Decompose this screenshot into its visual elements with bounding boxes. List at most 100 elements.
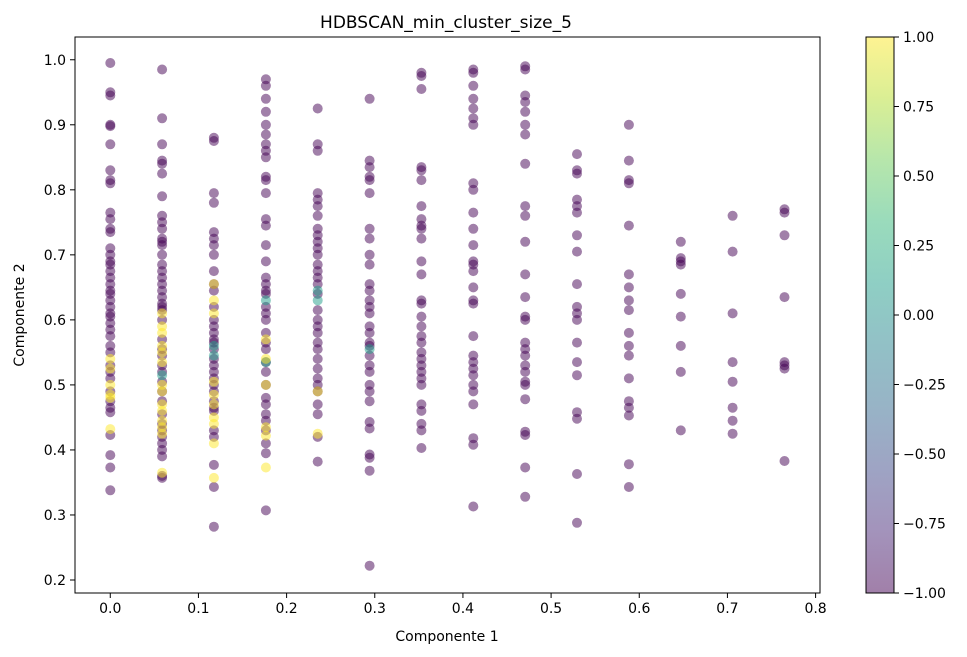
data-point	[260, 366, 271, 377]
data-point	[157, 428, 168, 439]
data-point	[105, 178, 116, 189]
y-tick-label: 0.4	[44, 443, 66, 459]
data-point	[623, 482, 634, 492]
data-point	[364, 93, 375, 104]
data-point	[468, 67, 479, 78]
x-tick-label: 0.6	[628, 601, 650, 617]
data-point	[675, 425, 686, 436]
x-tick-label: 0.5	[540, 601, 562, 617]
data-point	[312, 145, 323, 156]
data-point	[416, 84, 427, 94]
data-point	[157, 240, 168, 251]
data-point	[105, 214, 116, 225]
data-point	[260, 462, 271, 473]
data-point	[727, 415, 738, 426]
y-tick-label: 0.6	[44, 313, 66, 329]
y-tick-label: 0.9	[44, 118, 66, 134]
data-point	[572, 279, 582, 290]
data-point	[260, 353, 271, 364]
colorbar-tick-label: −0.75	[903, 517, 946, 533]
data-point	[157, 249, 168, 260]
x-tick-label: 0.3	[364, 601, 386, 617]
data-point	[416, 233, 427, 244]
data-point	[520, 201, 531, 212]
data-point	[520, 97, 531, 107]
data-point	[779, 363, 790, 374]
data-point	[105, 331, 116, 342]
data-point	[520, 394, 531, 405]
data-point	[572, 357, 582, 368]
data-point	[416, 269, 427, 280]
data-point	[468, 370, 479, 381]
data-point	[416, 256, 427, 267]
colorbar-tick-label: 0.50	[903, 169, 934, 185]
data-point	[520, 379, 531, 390]
data-point	[675, 311, 686, 322]
y-tick-label: 0.5	[44, 378, 66, 394]
data-point	[623, 410, 634, 421]
data-point	[105, 227, 116, 238]
data-point	[468, 501, 479, 512]
data-point	[364, 366, 375, 377]
data-point	[208, 136, 219, 146]
data-point	[364, 327, 375, 338]
data-point	[623, 155, 634, 166]
data-point	[416, 223, 427, 234]
data-point	[312, 456, 323, 467]
data-point	[727, 402, 738, 413]
data-point	[157, 168, 168, 179]
colorbar-tick-label: 0.75	[903, 100, 934, 116]
data-point	[364, 223, 375, 234]
data-point	[208, 438, 219, 449]
data-point	[675, 366, 686, 377]
data-point	[779, 456, 790, 466]
data-point	[416, 337, 427, 348]
data-point	[364, 285, 375, 296]
data-point	[260, 314, 271, 325]
data-point	[675, 288, 686, 299]
data-point	[520, 236, 531, 247]
data-point	[157, 357, 168, 368]
data-point	[208, 389, 219, 400]
data-point	[208, 459, 219, 470]
data-point	[260, 106, 271, 117]
data-point	[623, 340, 634, 351]
data-point	[312, 353, 323, 364]
data-point	[727, 210, 738, 221]
chart-title: HDBSCAN_min_cluster_size_5	[320, 13, 572, 33]
data-point	[208, 521, 219, 532]
data-point	[468, 399, 479, 410]
x-tick-label: 0.7	[716, 601, 738, 617]
data-point	[468, 439, 479, 450]
data-point	[208, 197, 219, 208]
data-point	[208, 266, 219, 277]
data-point	[572, 337, 582, 348]
data-point	[312, 327, 323, 338]
data-point	[779, 230, 790, 241]
colorbar-tick-label: −1.00	[903, 586, 946, 602]
data-point	[105, 121, 116, 132]
data-point	[157, 139, 168, 150]
plot-frame	[74, 36, 821, 594]
data-point	[208, 340, 219, 351]
data-point	[312, 399, 323, 410]
data-point	[105, 392, 116, 403]
data-point	[260, 422, 271, 433]
data-point	[208, 418, 219, 429]
data-point	[364, 233, 375, 244]
data-point	[260, 295, 271, 306]
data-point	[520, 119, 531, 130]
data-point	[416, 405, 427, 416]
data-point	[105, 90, 116, 101]
data-point	[416, 311, 427, 322]
data-point	[105, 462, 116, 473]
data-point	[208, 376, 219, 387]
data-points	[105, 58, 790, 571]
data-point	[364, 175, 375, 186]
data-point	[520, 491, 531, 502]
data-point	[260, 448, 271, 459]
data-point	[468, 184, 479, 195]
data-point	[157, 223, 168, 234]
data-point	[727, 428, 738, 439]
data-point	[364, 452, 375, 463]
